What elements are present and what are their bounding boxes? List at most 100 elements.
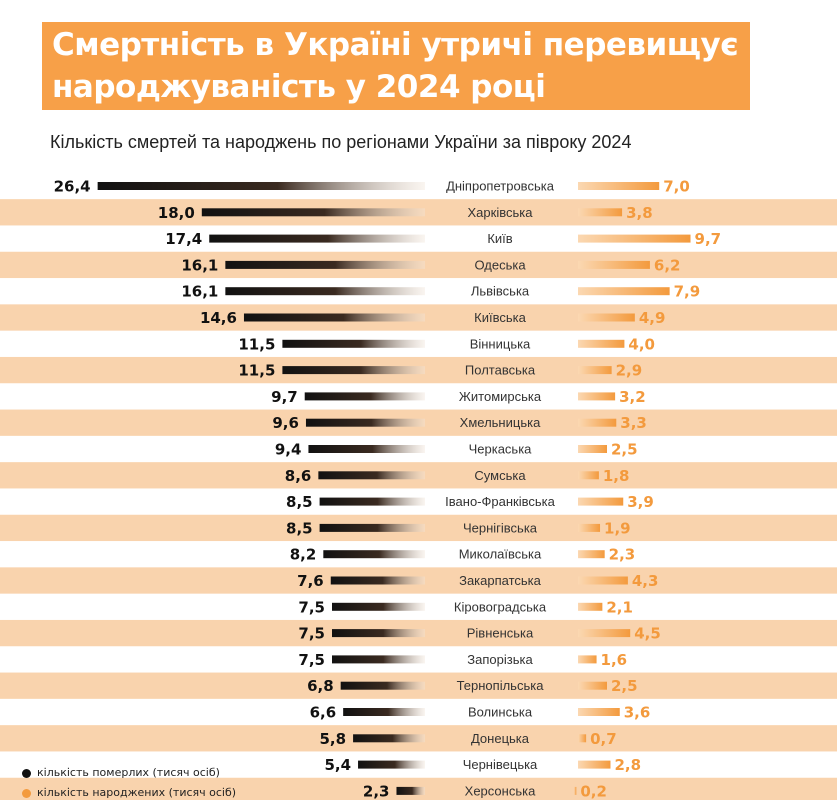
region-label: Запорізька: [467, 652, 533, 667]
legend: кількість померлих (тисяч осіб) кількіст…: [22, 763, 236, 803]
chart-row: 8,6 Сумська 1,8: [285, 467, 630, 485]
legend-births-label: кількість народжених (тисяч осіб): [37, 786, 237, 799]
births-bar: [574, 786, 577, 795]
deaths-value-label: 16,1: [181, 256, 218, 274]
region-label: Київ: [487, 231, 512, 246]
deaths-value-label: 9,6: [272, 414, 299, 432]
region-label: Донецька: [471, 731, 530, 746]
deaths-bar: [319, 523, 425, 532]
region-label: Івано-Франківська: [445, 494, 555, 509]
deaths-value-label: 8,5: [286, 519, 313, 537]
legend-item-births: кількість народжених (тисяч осіб): [22, 783, 236, 803]
region-label: Хмельницька: [460, 415, 541, 430]
region-label: Закарпатська: [459, 573, 542, 588]
region-label: Житомирська: [459, 389, 542, 404]
chart-row: 18,0 Харківська 3,8: [158, 204, 653, 222]
births-bar: [578, 260, 650, 269]
births-bar: [578, 182, 660, 190]
deaths-value-label: 6,8: [307, 677, 334, 695]
deaths-bar: [225, 287, 425, 296]
deaths-value-label: 5,8: [320, 730, 347, 748]
births-bar: [578, 313, 635, 322]
births-value-label: 1,9: [604, 519, 631, 537]
chart-row: 14,6 Київська 4,9: [200, 309, 665, 327]
deaths-value-label: 8,6: [285, 467, 312, 485]
births-bar: [578, 602, 603, 611]
region-label: Полтавська: [465, 363, 536, 378]
deaths-bar: [282, 366, 425, 375]
deaths-bar: [396, 786, 425, 795]
region-label: Одеська: [474, 257, 526, 272]
deaths-value-label: 2,3: [363, 782, 390, 800]
births-value-label: 1,8: [603, 467, 630, 485]
deaths-bar: [305, 418, 425, 427]
births-value-label: 7,0: [663, 178, 690, 196]
births-bar: [578, 708, 620, 716]
births-bar: [578, 550, 605, 559]
deaths-bar: [332, 629, 425, 638]
deaths-bar: [332, 655, 425, 664]
deaths-value-label: 7,5: [298, 598, 325, 616]
deaths-bar: [323, 550, 425, 559]
deaths-bar: [358, 760, 425, 769]
deaths-bar: [340, 681, 425, 690]
births-bar: [578, 208, 623, 217]
diverging-bar-chart: 26,4 Дніпропетровська 7,0 18,0 Харківська 3,8…: [0, 178, 837, 800]
chart-row: 11,5 Полтавська 2,9: [238, 362, 642, 380]
births-value-label: 4,3: [632, 572, 659, 590]
deaths-bar: [318, 471, 425, 480]
deaths-bar: [343, 708, 425, 716]
births-value-label: 2,8: [614, 756, 641, 774]
title-line-1: Смертність в Україні утричі перевищує: [52, 27, 739, 63]
births-bar: [578, 392, 616, 401]
births-value-label: 4,0: [628, 335, 655, 353]
chart-row: 7,6 Закарпатська 4,3: [297, 572, 658, 590]
deaths-value-label: 11,5: [238, 335, 275, 353]
births-value-label: 4,9: [639, 309, 666, 327]
chart-row: 7,5 Запорізька 1,6: [298, 651, 627, 669]
births-bar: [578, 366, 612, 375]
births-value-label: 3,9: [627, 493, 654, 511]
region-label: Дніпропетровська: [446, 179, 555, 194]
region-label: Львівська: [471, 284, 530, 299]
deaths-bar: [330, 576, 425, 585]
chart-row: 6,8 Тернопільська 2,5: [307, 677, 637, 695]
deaths-bar: [319, 497, 425, 506]
deaths-value-label: 9,7: [271, 388, 298, 406]
deaths-value-label: 18,0: [158, 204, 195, 222]
chart-row: 17,4 Київ 9,7: [165, 230, 721, 248]
chart-row: 2,3 Херсонська 0,2: [363, 782, 607, 800]
deaths-bar: [201, 208, 425, 217]
chart-subtitle: Кількість смертей та народжень по регіон…: [50, 132, 632, 152]
deaths-value-label: 26,4: [54, 178, 91, 196]
chart-row: 11,5 Вінницька 4,0: [238, 335, 655, 353]
title-banner: Смертність в Україні утричі перевищує на…: [42, 22, 751, 110]
chart-row: 7,5 Кіровоградська 2,1: [298, 598, 633, 616]
deaths-bar: [332, 602, 425, 611]
chart-row: 5,4 Чернівецька 2,8: [324, 756, 641, 774]
deaths-value-label: 7,6: [297, 572, 324, 590]
deaths-bar: [353, 734, 425, 743]
births-bar: [578, 497, 624, 506]
region-label: Кіровоградська: [454, 599, 547, 614]
births-bar: [578, 523, 601, 532]
deaths-value-label: 7,5: [298, 651, 325, 669]
births-value-label: 2,5: [611, 441, 638, 459]
chart-row: 9,7 Житомирська 3,2: [271, 388, 646, 406]
region-label: Херсонська: [465, 783, 536, 798]
chart-row: 16,1 Одеська 6,2: [181, 256, 680, 274]
births-bar: [578, 629, 631, 638]
births-bar: [578, 471, 599, 480]
deaths-bar: [97, 182, 425, 190]
births-value-label: 2,9: [616, 362, 643, 380]
region-label: Волинська: [468, 705, 533, 720]
deaths-bar: [282, 339, 425, 348]
chart-row: 26,4 Дніпропетровська 7,0: [54, 178, 690, 196]
deaths-value-label: 14,6: [200, 309, 237, 327]
legend-item-deaths: кількість померлих (тисяч осіб): [22, 763, 236, 783]
deaths-value-label: 8,5: [286, 493, 313, 511]
births-value-label: 6,2: [654, 256, 681, 274]
deaths-bar: [308, 445, 425, 453]
chart-row: 6,6 Волинська 3,6: [310, 704, 651, 722]
deaths-value-label: 6,6: [310, 704, 337, 722]
